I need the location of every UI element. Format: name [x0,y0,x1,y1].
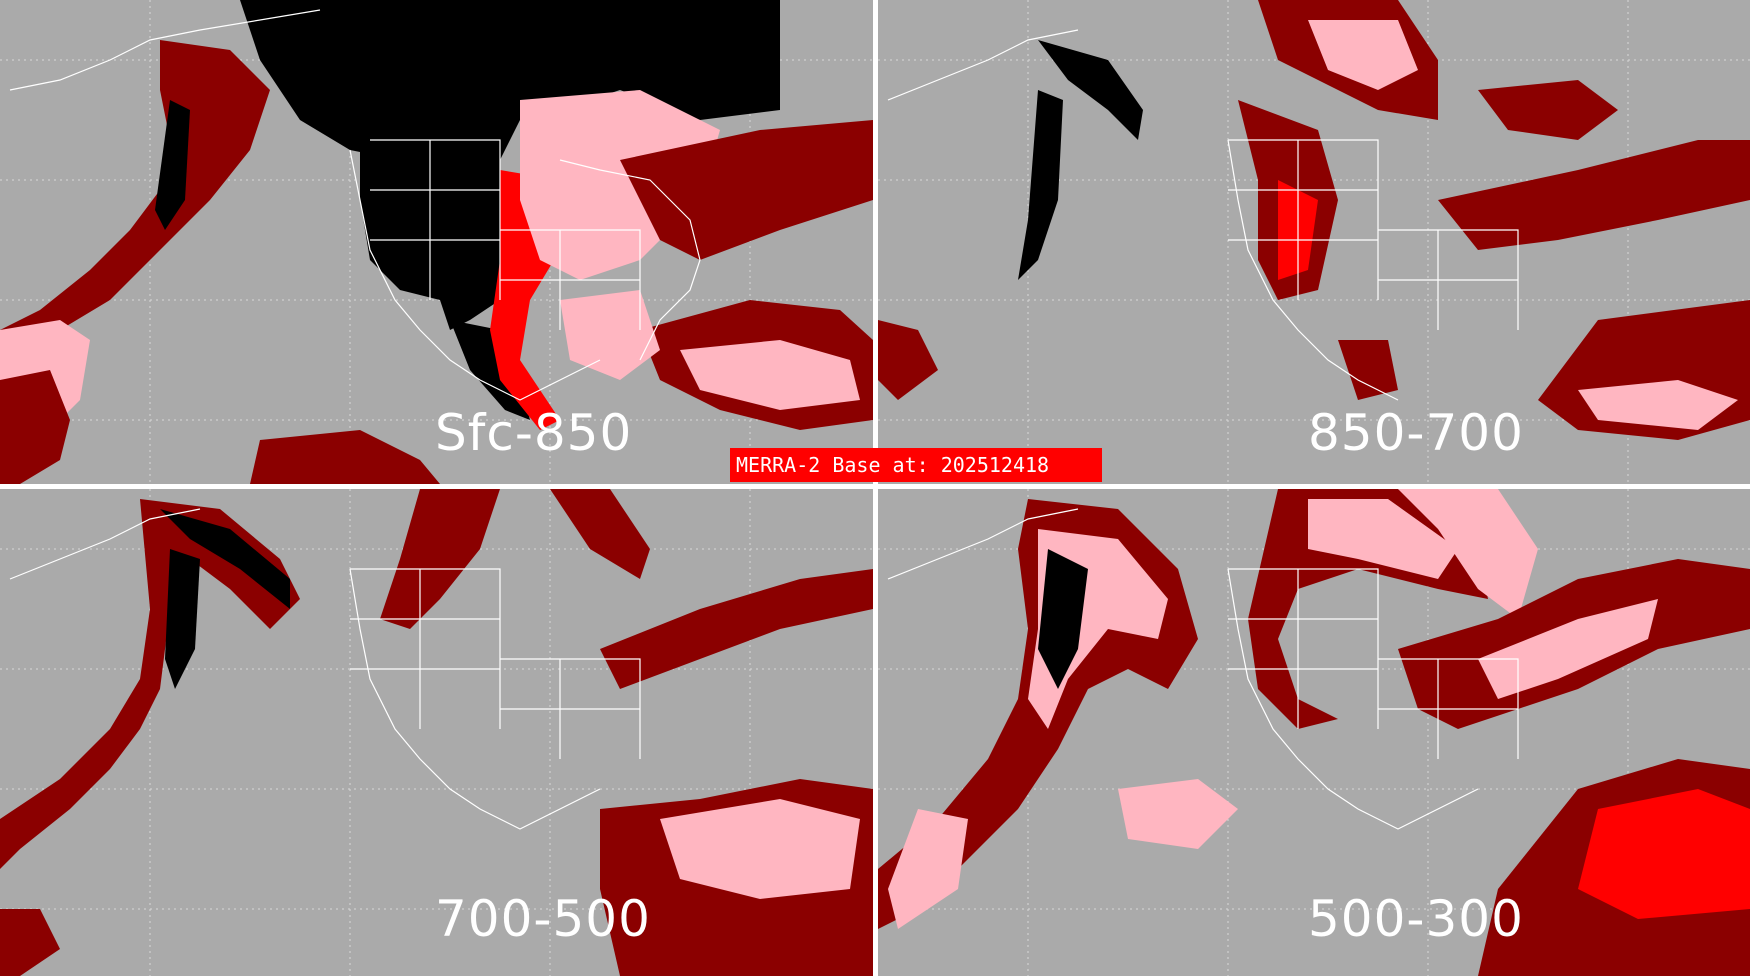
map-layer [878,489,1750,976]
map-panel-850-700: 850-700 [878,0,1750,484]
coastline [9,9,701,401]
layer-label: 500-300 [1308,890,1524,948]
layer-label: Sfc-850 [435,404,633,462]
map-layer [0,489,873,976]
coastline [887,508,1519,830]
map-panel-700-500: 700-500 [0,489,873,976]
map-layer [878,0,1750,484]
coastline [9,508,641,830]
layer-label: 850-700 [1308,404,1524,462]
map-layer [0,0,873,484]
coastline [887,29,1519,401]
source-banner: MERRA-2 Base at: 202512418 [730,448,1102,482]
map-panel-500-300: 500-300 [878,489,1750,976]
map-panel-sfc-850: Sfc-850 [0,0,873,484]
layer-label: 700-500 [435,890,651,948]
